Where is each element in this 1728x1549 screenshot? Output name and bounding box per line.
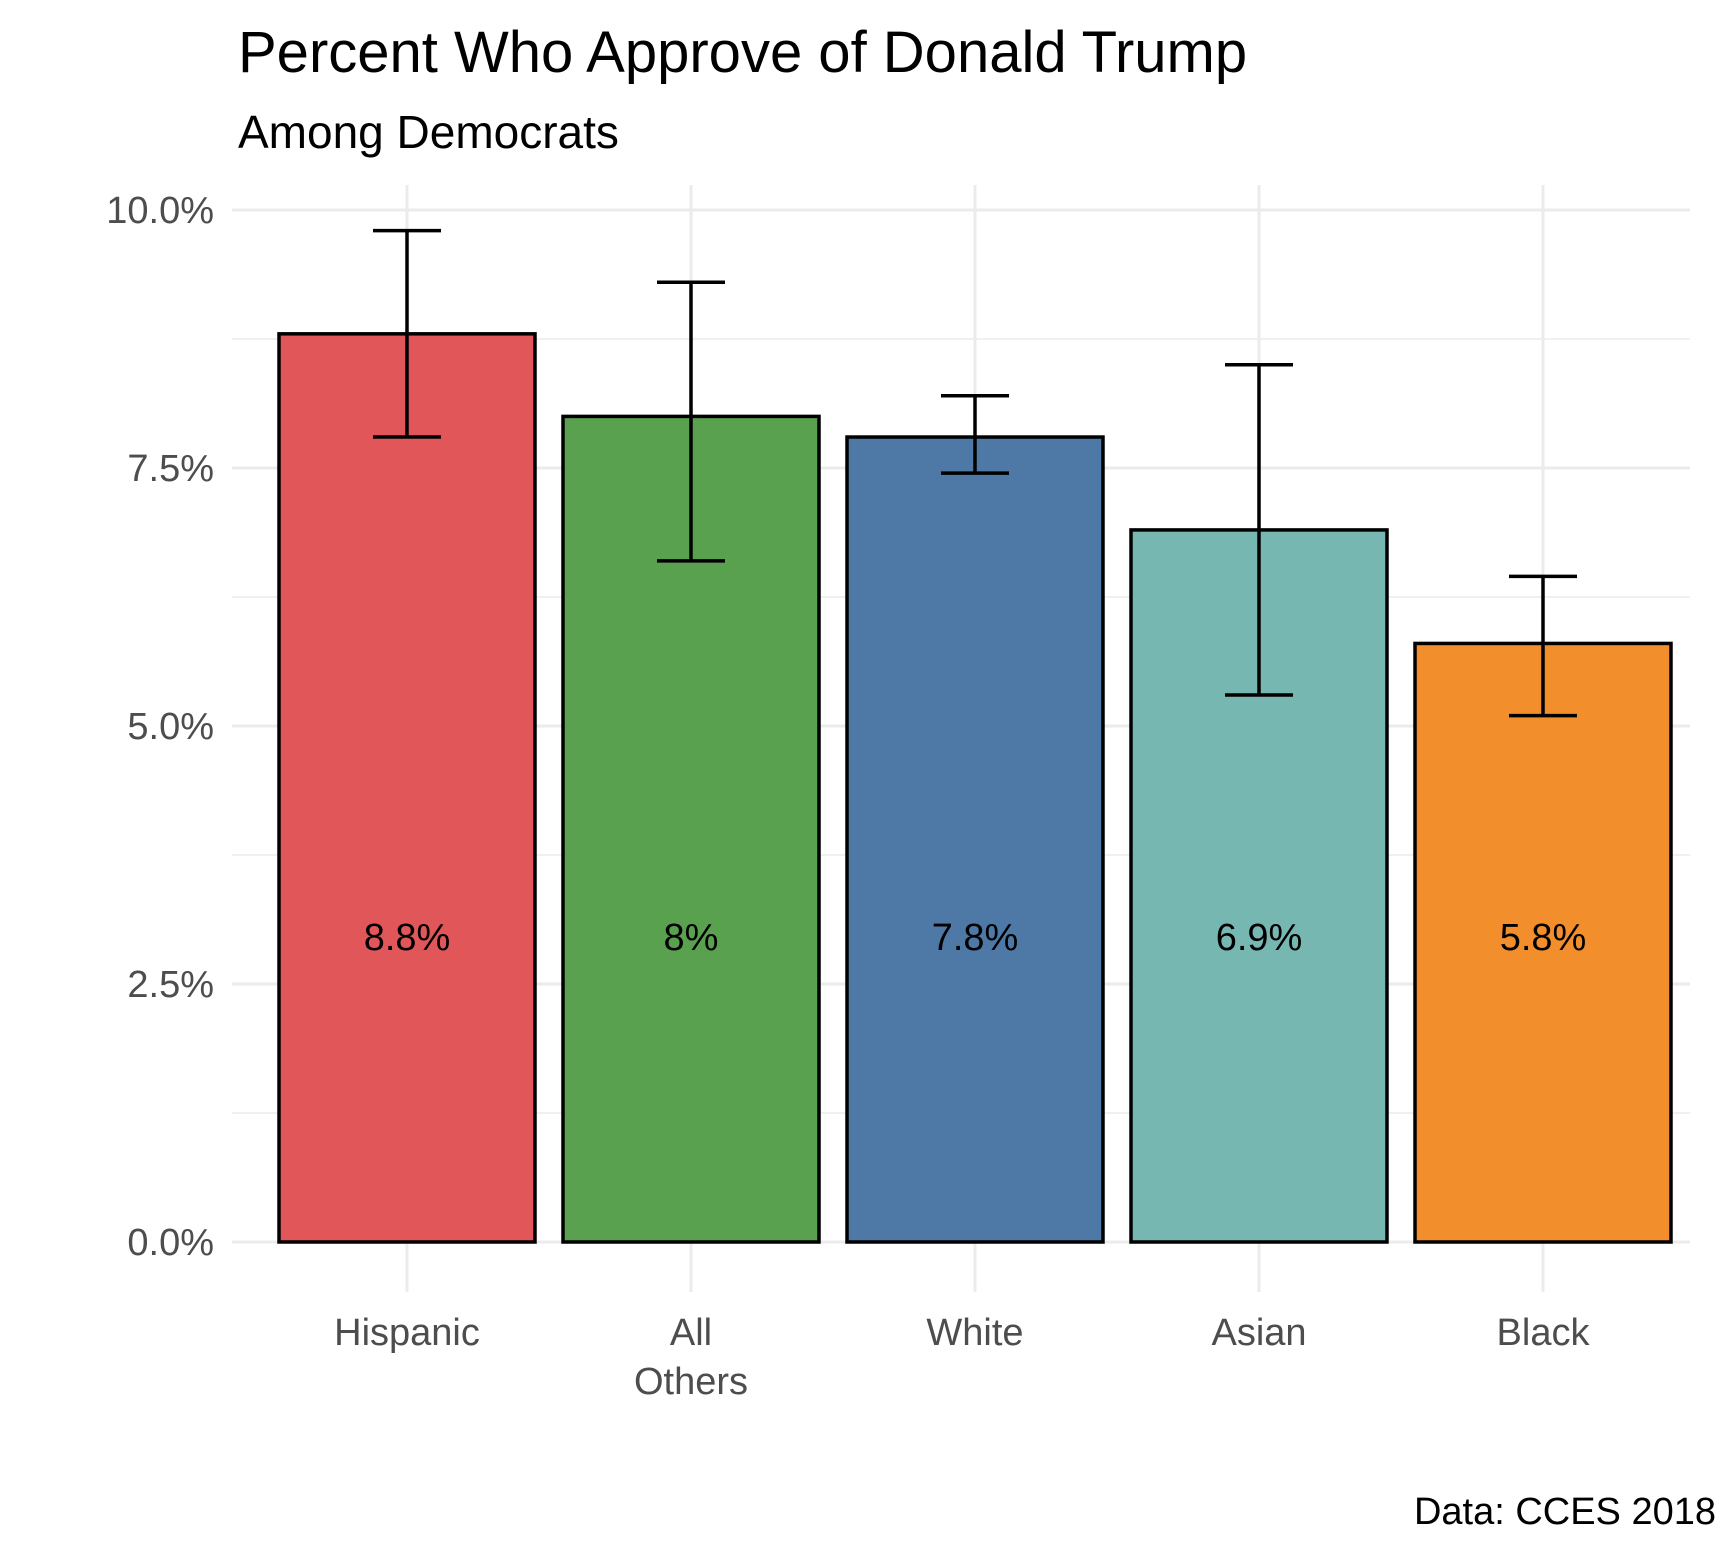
data-label: 8.8% [364,917,451,959]
y-axis: 0.0% 2.5% 5.0% 7.5% 10.0% [106,190,214,1264]
y-tick-label: 7.5% [127,448,214,490]
x-tick-label: All Others [634,1312,748,1403]
bar [845,435,1105,1244]
x-tick-label: White [926,1312,1023,1354]
x-tick-label: Hispanic [334,1312,480,1354]
bar [277,332,537,1244]
data-label: 8% [664,917,719,959]
x-tick-label: Black [1497,1312,1591,1354]
data-label: 5.8% [1500,917,1587,959]
x-tick-label: Asian [1211,1312,1306,1354]
y-tick-label: 0.0% [127,1222,214,1264]
data-label: 7.8% [932,917,1019,959]
y-tick-label: 2.5% [127,964,214,1006]
y-tick-label: 10.0% [106,190,214,232]
y-tick-label: 5.0% [127,706,214,748]
chart-caption: Data: CCES 2018 [1414,1491,1716,1533]
x-axis: Hispanic All Others White Asian Black [334,1312,1590,1403]
chart-title: Percent Who Approve of Donald Trump [238,20,1247,85]
chart-subtitle: Among Democrats [238,106,619,158]
bar [1413,641,1673,1244]
error-bars [373,228,1577,718]
data-label: 6.9% [1216,917,1303,959]
bars [277,332,1673,1244]
data-labels: 8.8% 8% 7.8% 6.9% 5.8% [364,917,1587,959]
